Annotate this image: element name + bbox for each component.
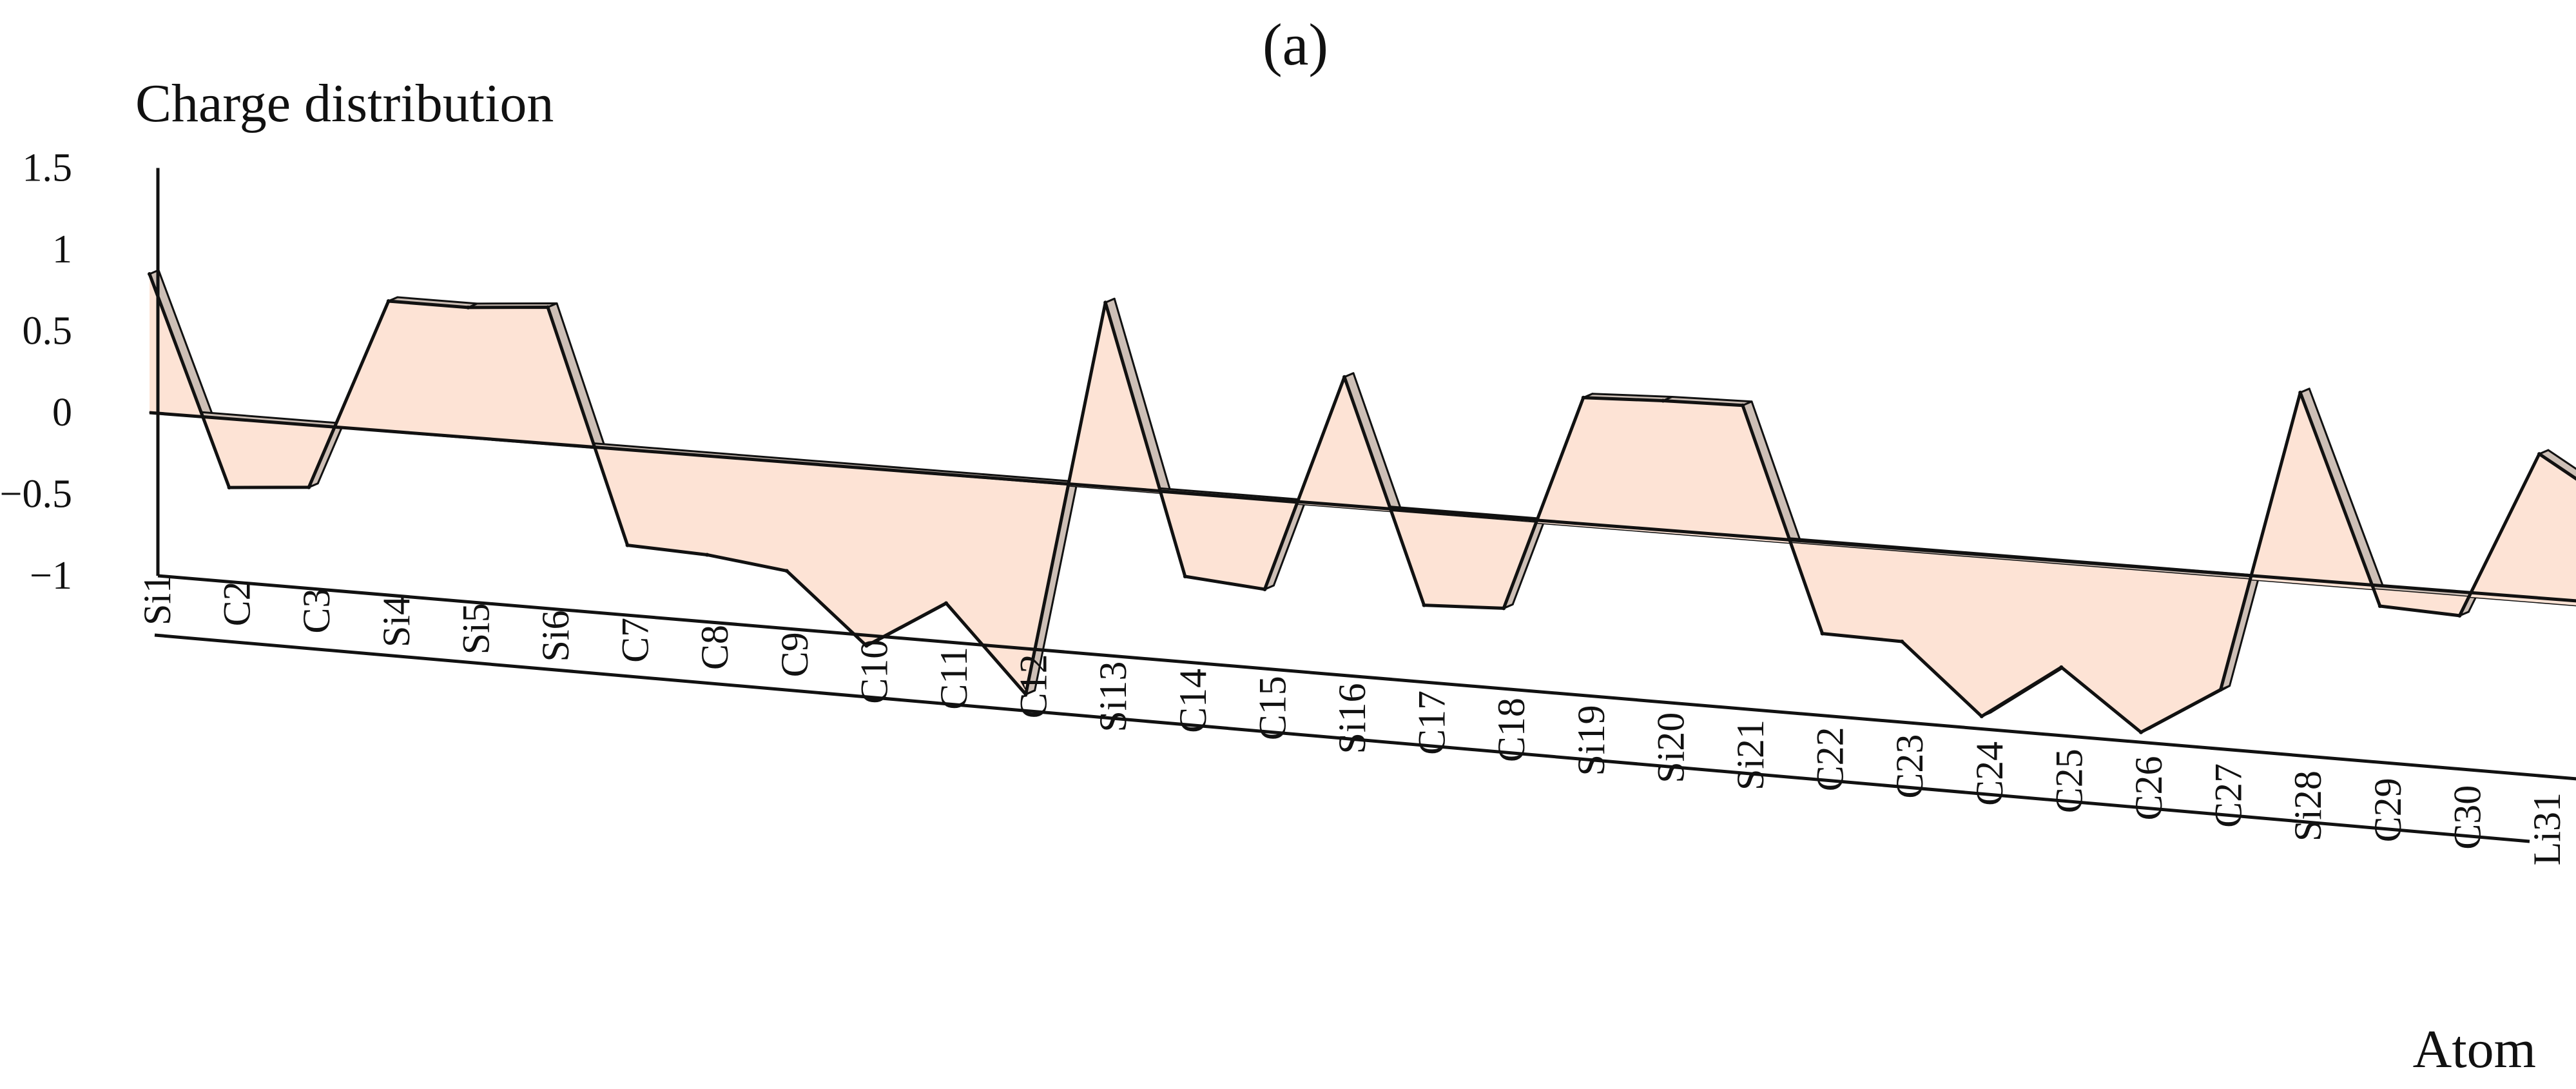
data-point-C29 <box>2377 603 2382 608</box>
data-point-C2 <box>227 486 231 490</box>
series-line <box>148 273 2576 734</box>
data-point-C12 <box>1023 692 1028 696</box>
data-point-C7 <box>625 543 630 547</box>
x-tick-label: Si16 <box>1331 683 1373 754</box>
x-tick-label: Si5 <box>454 603 497 654</box>
data-point-C14 <box>1183 574 1187 579</box>
data-point-Si16 <box>1342 375 1346 379</box>
series-area <box>148 269 2576 734</box>
data-point-C26 <box>2139 730 2143 734</box>
data-point-C25 <box>2059 665 2064 669</box>
x-tick-label: Si28 <box>2287 770 2329 841</box>
x-axis-front-edge <box>154 633 2530 843</box>
x-tick-label: Si21 <box>1729 720 1772 790</box>
x-tick-label: Si20 <box>1649 712 1692 783</box>
x-tick-label: C8 <box>693 625 736 670</box>
data-point-Li31 <box>2537 452 2541 456</box>
y-tick-label: 0.5 <box>23 309 73 353</box>
y-axis-title: Charge distribution <box>135 74 554 133</box>
axes <box>154 168 2576 843</box>
x-tick-label: C30 <box>2446 785 2488 850</box>
data-point-C11 <box>944 601 948 605</box>
x-tick-label: C18 <box>1490 698 1533 762</box>
x-tick-label: C26 <box>2127 756 2170 821</box>
y-tick-label: 0 <box>52 391 72 435</box>
x-tick-label: C3 <box>295 589 338 634</box>
x-tick-label: Si1 <box>136 574 179 625</box>
x-tick-label: C14 <box>1172 669 1214 733</box>
x-tick-label: C23 <box>1888 734 1931 799</box>
y-tick-label: 1.5 <box>23 146 73 190</box>
x-tick-label: C29 <box>2367 778 2409 842</box>
x-tick-label: C11 <box>933 647 975 710</box>
y-tick-label: 1 <box>52 228 72 271</box>
x-tick-label: C10 <box>853 640 895 704</box>
data-point-C10 <box>864 643 869 648</box>
data-point-C8 <box>705 553 710 557</box>
y-tick-label: −1 <box>30 554 72 598</box>
data-point-Si1 <box>148 271 151 276</box>
data-point-C3 <box>307 485 311 489</box>
data-point-Si20 <box>1661 398 1665 403</box>
x-tick-label: C2 <box>216 581 258 626</box>
x-axis-title: Atom <box>2413 1019 2536 1079</box>
data-point-Si13 <box>1103 300 1108 305</box>
x-tick-label: C12 <box>1012 654 1055 718</box>
data-point-C30 <box>2457 613 2462 618</box>
data-point-Si19 <box>1581 395 1585 400</box>
x-tick-label: Li31 <box>2526 792 2568 865</box>
data-point-Si6 <box>546 305 550 309</box>
x-tick-label: Si6 <box>534 611 577 662</box>
data-point-C9 <box>784 569 789 573</box>
area-fill <box>150 273 2576 732</box>
data-point-Si28 <box>2298 390 2303 395</box>
data-point-Si4 <box>386 299 391 304</box>
x-tick-label: Si4 <box>375 596 418 647</box>
x-tick-label: C7 <box>614 618 657 663</box>
data-point-C27 <box>2218 687 2223 692</box>
x-tick-label: Si19 <box>1570 705 1612 776</box>
x-tick-label: C9 <box>773 632 816 677</box>
x-tick-label: C15 <box>1251 676 1293 740</box>
x-axis-ticks: Si1 C2 C3 Si4 Si5 Si6 C7 C8 C9 C10 C11 C12 Si13 C14 C1… <box>136 574 2568 865</box>
data-point-C17 <box>1422 603 1426 607</box>
data-point-Si21 <box>1741 403 1745 407</box>
data-point-Si5 <box>466 305 470 309</box>
x-tick-label: C17 <box>1411 691 1453 755</box>
x-tick-label: C25 <box>2048 749 2090 813</box>
y-tick-label: −0.5 <box>0 473 72 516</box>
panel-label: (a) <box>1263 12 1328 77</box>
data-point-C15 <box>1263 587 1267 591</box>
zero-line <box>149 411 2576 603</box>
data-point-C23 <box>1900 639 1904 643</box>
data-point-C24 <box>1979 714 1984 719</box>
x-tick-label: Si13 <box>1092 662 1134 732</box>
data-point-C18 <box>1502 606 1506 611</box>
x-tick-label: C24 <box>1968 741 2011 806</box>
x-tick-label: C22 <box>1809 727 1852 791</box>
y-axis-ticks: 1.5 1 0.5 0 −0.5 −1 <box>0 146 72 598</box>
x-axis-line <box>157 574 2576 781</box>
data-point-C22 <box>1820 631 1825 636</box>
x-tick-label: C27 <box>2207 763 2250 828</box>
